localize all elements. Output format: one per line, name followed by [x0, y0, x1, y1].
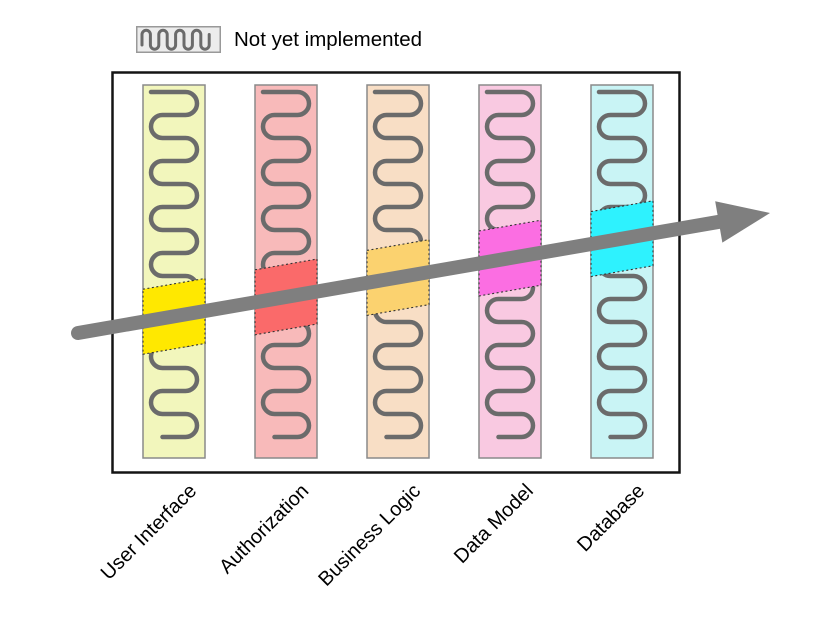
legend-label: Not yet implemented	[234, 27, 423, 51]
legend-squiggle	[140, 28, 211, 51]
layer-column-database	[590, 84, 654, 459]
layer-column-data-model	[478, 84, 542, 459]
not-implemented-pattern-swatch	[136, 26, 221, 53]
not-implemented-squiggle	[260, 89, 312, 440]
layer-column-user-interface	[142, 84, 206, 459]
slice-arrow	[71, 201, 770, 340]
arrow-shaft	[71, 214, 730, 340]
squiggle-pattern-icon	[136, 26, 221, 53]
arrow-head	[715, 201, 770, 243]
layer-column-authorization	[254, 84, 318, 459]
legend: Not yet implemented	[136, 26, 422, 53]
not-implemented-squiggle	[148, 89, 200, 440]
